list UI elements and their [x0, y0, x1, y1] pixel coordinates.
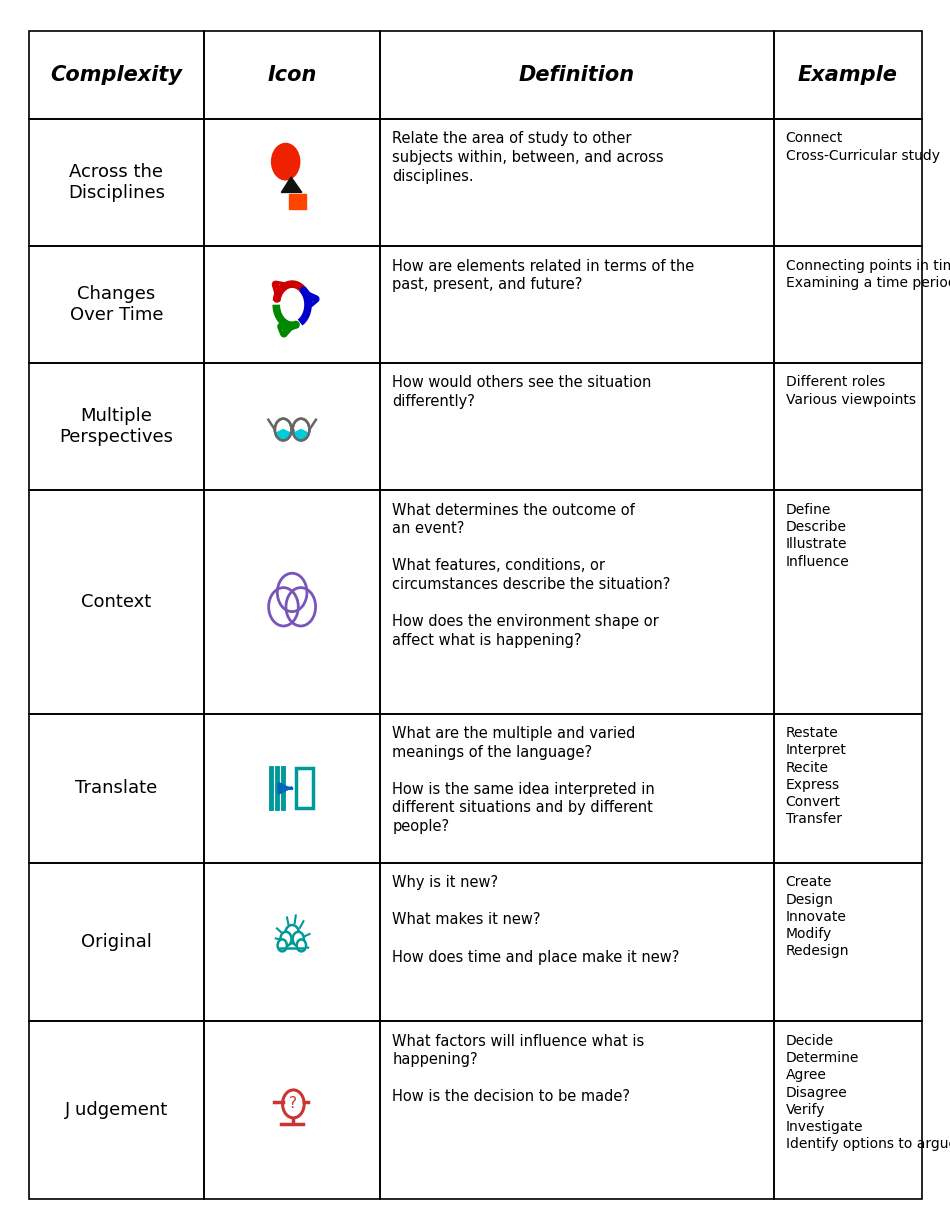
Bar	[774, 1021, 922, 1199]
Text: Example: Example	[798, 65, 898, 85]
Circle shape	[293, 418, 310, 440]
Bar	[380, 246, 774, 363]
Text: Across the
Disciplines: Across the Disciplines	[67, 164, 165, 202]
Bar	[380, 31, 774, 119]
Bar	[204, 863, 380, 1021]
Text: Connect
Cross-Curricular study: Connect Cross-Curricular study	[786, 132, 940, 162]
Bar	[380, 363, 774, 491]
Bar	[28, 491, 204, 713]
Bar	[380, 1021, 774, 1199]
Bar	[28, 863, 204, 1021]
Circle shape	[272, 144, 299, 180]
Bar	[774, 31, 922, 119]
Text: Restate
Interpret
Recite
Express
Convert
Transfer: Restate Interpret Recite Express Convert…	[786, 726, 846, 827]
Text: Changes
Over Time: Changes Over Time	[69, 285, 163, 323]
Text: Icon: Icon	[268, 65, 316, 85]
Text: Context: Context	[82, 593, 151, 611]
Bar	[204, 491, 380, 713]
Text: Definition: Definition	[519, 65, 636, 85]
Bar	[774, 491, 922, 713]
Polygon shape	[281, 177, 302, 192]
Bar	[204, 363, 380, 491]
Circle shape	[280, 932, 292, 946]
Text: Different roles
Various viewpoints: Different roles Various viewpoints	[786, 375, 916, 407]
Bar	[28, 246, 204, 363]
Bar	[380, 863, 774, 1021]
Text: Multiple
Perspectives: Multiple Perspectives	[59, 407, 173, 446]
Bar	[204, 713, 380, 863]
Text: Complexity: Complexity	[50, 65, 182, 85]
Text: Original: Original	[81, 934, 152, 951]
Circle shape	[285, 925, 299, 943]
Circle shape	[275, 418, 292, 440]
Text: Why is it new?

What makes it new?

How does time and place make it new?: Why is it new? What makes it new? How do…	[392, 876, 680, 964]
Bar	[204, 246, 380, 363]
Text: Translate: Translate	[75, 780, 158, 797]
Text: Define
Describe
Illustrate
Influence: Define Describe Illustrate Influence	[786, 503, 849, 568]
Bar	[204, 1021, 380, 1199]
Bar	[290, 194, 306, 209]
Bar	[380, 491, 774, 713]
Text: How would others see the situation
differently?: How would others see the situation diffe…	[392, 375, 652, 410]
Text: Create
Design
Innovate
Modify
Redesign: Create Design Innovate Modify Redesign	[786, 876, 849, 958]
Bar	[204, 119, 380, 246]
Bar	[380, 119, 774, 246]
Bar	[296, 769, 313, 808]
Bar	[28, 31, 204, 119]
Bar	[774, 863, 922, 1021]
Bar	[28, 1021, 204, 1199]
Text: Connecting points in time
Examining a time period: Connecting points in time Examining a ti…	[786, 258, 950, 290]
Text: What factors will influence what is
happening?

How is the decision to be made?: What factors will influence what is happ…	[392, 1033, 645, 1105]
Circle shape	[296, 940, 306, 951]
Circle shape	[293, 932, 304, 946]
Bar	[774, 119, 922, 246]
Bar	[28, 119, 204, 246]
Bar	[774, 246, 922, 363]
Text: What are the multiple and varied
meanings of the language?

How is the same idea: What are the multiple and varied meaning…	[392, 726, 656, 834]
Text: ?: ?	[290, 1096, 297, 1112]
Bar	[774, 363, 922, 491]
Wedge shape	[276, 429, 291, 440]
Bar	[774, 713, 922, 863]
Text: Relate the area of study to other
subjects within, between, and across
disciplin: Relate the area of study to other subjec…	[392, 132, 664, 183]
Text: How are elements related in terms of the
past, present, and future?: How are elements related in terms of the…	[392, 258, 694, 293]
Text: Decide
Determine
Agree
Disagree
Verify
Investigate
Identify options to argue: Decide Determine Agree Disagree Verify I…	[786, 1033, 950, 1151]
Wedge shape	[294, 429, 309, 440]
Circle shape	[277, 940, 287, 951]
Bar	[204, 31, 380, 119]
Bar	[380, 713, 774, 863]
Text: J udgement: J udgement	[65, 1101, 168, 1119]
Bar	[28, 713, 204, 863]
Bar	[28, 363, 204, 491]
Text: What determines the outcome of
an event?

What features, conditions, or
circumst: What determines the outcome of an event?…	[392, 503, 671, 648]
